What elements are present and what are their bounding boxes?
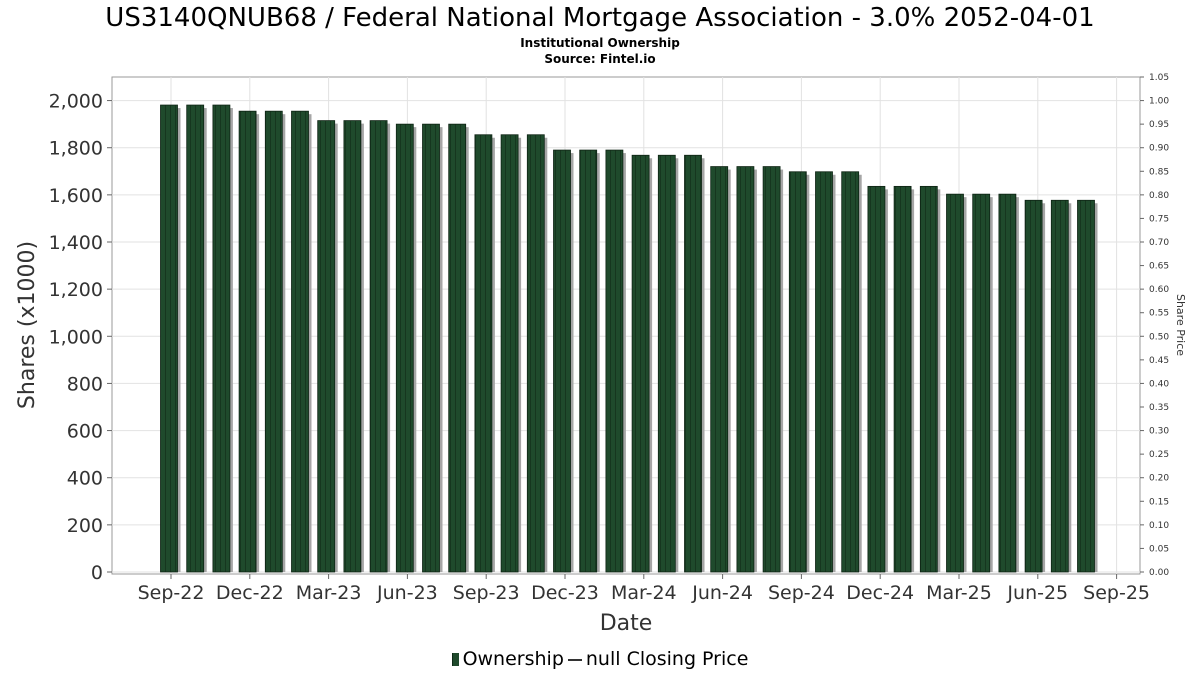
y2-tick-label: 0.45 — [1149, 356, 1169, 366]
y2-tick-label: 0.60 — [1149, 285, 1169, 295]
chart-title: US3140QNUB68 / Federal National Mortgage… — [105, 3, 1095, 33]
x-axis-label: Date — [600, 611, 653, 636]
y2-tick-label: 0.25 — [1149, 450, 1169, 460]
y-tick-label: 1,800 — [49, 138, 103, 160]
y-tick-label: 200 — [67, 515, 103, 537]
ownership-bar — [1024, 199, 1043, 573]
ownership-bar — [1077, 199, 1095, 573]
y2-tick-label: 0.75 — [1149, 214, 1169, 224]
y-axis: 0 200 400 600 800 1,000 1,200 1,400 1,600 1,800 2,… — [49, 91, 112, 584]
ownership-bar — [186, 104, 205, 573]
y2-tick-label: 0.65 — [1149, 262, 1169, 272]
y-tick-label: 1,400 — [49, 232, 103, 254]
y2-tick-label: 0.70 — [1149, 238, 1169, 248]
y2-tick-label: 1.05 — [1149, 73, 1169, 83]
y2-tick-label: 0.40 — [1149, 379, 1169, 389]
y-tick-label: 600 — [67, 421, 103, 443]
bars — [160, 104, 1098, 573]
ownership-bar — [710, 166, 729, 573]
ownership-bar — [919, 185, 938, 573]
ownership-bar — [395, 123, 414, 573]
y-tick-label: 1,000 — [49, 326, 103, 348]
ownership-bar — [841, 171, 860, 573]
y2-tick-label: 0.90 — [1149, 144, 1169, 154]
x-tick-label: Dec-24 — [846, 582, 914, 604]
x-tick-label: Jun-23 — [376, 582, 438, 604]
y2-tick-label: 0.55 — [1149, 309, 1169, 319]
x-tick-label: Dec-22 — [216, 582, 284, 604]
y-tick-label: 0 — [91, 562, 103, 584]
y-tick-label: 1,200 — [49, 279, 103, 301]
x-tick-label: Jun-25 — [1006, 582, 1068, 604]
ownership-bar — [946, 193, 964, 573]
y2-tick-label: 0.95 — [1149, 120, 1169, 130]
ownership-swatch — [451, 653, 459, 666]
x-tick-label: Mar-23 — [296, 582, 362, 604]
legend-closing-price: null Closing Price — [585, 648, 749, 670]
ownership-bar — [160, 104, 178, 573]
ownership-bar — [998, 193, 1017, 573]
ownership-bar — [526, 134, 545, 573]
ownership-bar — [264, 110, 283, 573]
ownership-bar — [1050, 199, 1069, 573]
y2-tick-label: 0.35 — [1149, 403, 1169, 413]
ownership-bar — [972, 193, 991, 573]
ownership-bar — [212, 104, 231, 573]
y2-tick-label: 0.80 — [1149, 191, 1169, 201]
x-tick-label: Mar-24 — [611, 582, 677, 604]
y-tick-label: 400 — [67, 468, 103, 490]
legend: Ownership null Closing Price — [0, 647, 1200, 671]
y-tick-label: 2,000 — [49, 91, 103, 113]
y2-tick-label: 0.50 — [1149, 332, 1169, 342]
ownership-bar — [736, 166, 755, 573]
y2-tick-label: 0.10 — [1149, 521, 1169, 531]
y2-tick-label: 0.85 — [1149, 167, 1169, 177]
ownership-bar — [369, 120, 388, 573]
ownership-bar — [343, 120, 362, 573]
y2-tick-label: 0.00 — [1149, 568, 1169, 578]
chart-source: Source: Fintel.io — [544, 52, 656, 66]
ownership-bar — [631, 154, 650, 573]
ownership-bar — [238, 110, 257, 573]
ownership-bar — [788, 171, 807, 573]
ownership-bar — [291, 110, 309, 573]
ownership-bar — [317, 120, 336, 573]
y2-tick-label: 0.15 — [1149, 497, 1169, 507]
y2-axis-label: Share Price — [1174, 294, 1187, 356]
x-tick-label: Dec-23 — [531, 582, 599, 604]
y2-tick-label: 0.30 — [1149, 427, 1169, 437]
ownership-bar — [422, 123, 440, 573]
ownership-bar — [762, 166, 781, 573]
x-axis: Sep-22 Dec-22 Mar-23 Jun-23 Sep-23 Dec-23 Mar-… — [138, 574, 1150, 604]
y-axis-label: Shares (x1000) — [15, 241, 40, 409]
x-tick-label: Sep-24 — [768, 582, 835, 604]
y-tick-label: 1,600 — [49, 185, 103, 207]
y2-tick-label: 1.00 — [1149, 97, 1169, 107]
y-tick-label: 800 — [67, 373, 103, 395]
x-tick-label: Mar-25 — [926, 582, 992, 604]
ownership-bar — [657, 154, 676, 573]
closing-price-swatch — [567, 658, 582, 661]
chart-subtitle: Institutional Ownership — [520, 36, 680, 50]
x-tick-label: Jun-24 — [691, 582, 753, 604]
ownership-bar — [448, 123, 467, 573]
x-tick-label: Sep-25 — [1083, 582, 1150, 604]
y2-tick-label: 0.20 — [1149, 474, 1169, 484]
ownership-bar — [605, 149, 624, 573]
y2-tick-label: 0.05 — [1149, 544, 1169, 554]
ownership-bar — [500, 134, 519, 573]
ownership-bar — [579, 149, 598, 573]
y2-axis: 0.00 0.05 0.10 0.15 0.20 0.25 0.30 0.35 0.40 0.45… — [1140, 73, 1169, 578]
ownership-bar — [867, 185, 886, 573]
ownership-bar — [684, 154, 702, 573]
ownership-bar — [893, 185, 912, 573]
ownership-bar — [815, 171, 833, 573]
x-tick-label: Sep-22 — [138, 582, 205, 604]
ownership-bar — [553, 149, 571, 573]
ownership-bar — [474, 134, 493, 573]
x-tick-label: Sep-23 — [453, 582, 520, 604]
legend-ownership: Ownership — [462, 648, 564, 670]
